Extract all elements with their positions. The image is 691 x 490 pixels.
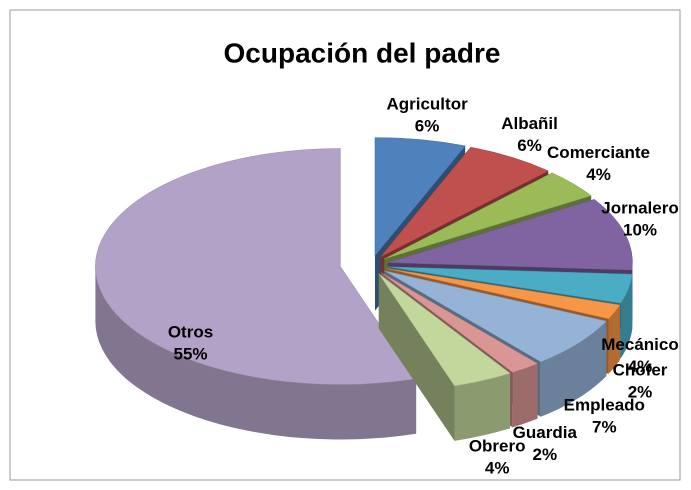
- slice-side: [540, 321, 607, 417]
- slice-side: [454, 373, 511, 441]
- slice-label: Albañil: [501, 114, 558, 133]
- value-label: 6%: [517, 136, 542, 155]
- slice-face: [378, 273, 455, 441]
- slice: [387, 199, 633, 271]
- slice: [386, 268, 621, 320]
- slice-side: [608, 304, 620, 374]
- slice: [380, 146, 549, 258]
- slice-label: Agricultor: [386, 94, 468, 113]
- slice-label: Mecánico: [601, 335, 678, 354]
- slice: [95, 148, 417, 385]
- slice-label: Otros: [168, 322, 213, 341]
- value-label: 6%: [415, 116, 440, 135]
- slice: [387, 266, 633, 304]
- value-label: 2%: [533, 445, 558, 464]
- slice-label: Jornalero: [601, 198, 678, 217]
- slice: [381, 272, 539, 373]
- value-label: 7%: [592, 417, 617, 436]
- slice: [374, 137, 466, 257]
- slice-side: [95, 266, 417, 440]
- slice: [384, 172, 592, 260]
- slice-side: [512, 363, 538, 428]
- slice-label: Empleado: [564, 395, 645, 414]
- slice-label: Chofer: [613, 361, 668, 380]
- slice-label: Comerciante: [547, 143, 650, 162]
- slice: [378, 273, 511, 441]
- slice: [378, 273, 511, 387]
- slice-label: Obrero: [469, 437, 526, 456]
- slice: [384, 270, 607, 363]
- slice-side: [620, 274, 633, 359]
- slice: [95, 148, 417, 440]
- value-label: 55%: [173, 344, 207, 363]
- chart-title: Ocupación del padre: [224, 37, 501, 68]
- value-label: 4%: [628, 357, 653, 376]
- value-label: 4%: [586, 165, 611, 184]
- value-label: 4%: [485, 459, 510, 478]
- value-label: 10%: [623, 220, 657, 239]
- value-label: 2%: [628, 383, 653, 402]
- slice-label: Guardia: [513, 423, 578, 442]
